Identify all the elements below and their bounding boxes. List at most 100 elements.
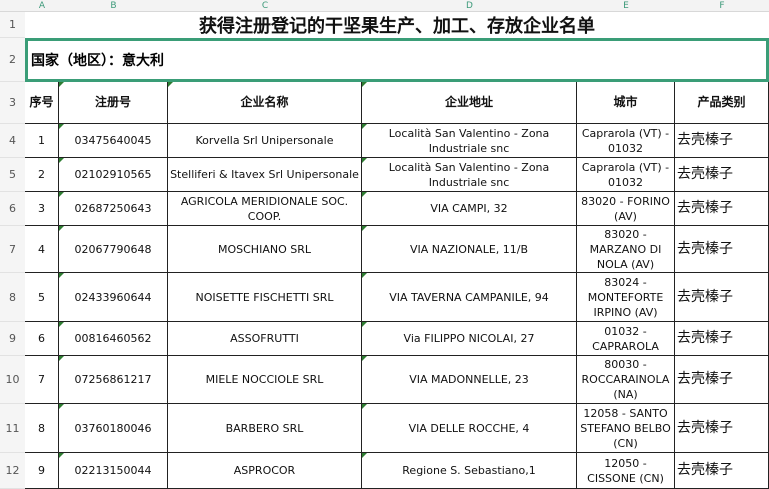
header-cell[interactable]: 注册号 (59, 82, 168, 124)
table-cell[interactable]: 80030 - ROCCARAINOLA (NA) (577, 356, 675, 404)
table-cell[interactable]: 4 (25, 226, 59, 273)
cell-text: VIA CAMPI, 32 (430, 202, 508, 215)
header-cell[interactable]: 企业名称 (168, 82, 362, 124)
table-cell[interactable]: 12050 - CISSONE (CN) (577, 453, 675, 489)
table-cell[interactable]: 01032 - CAPRAROLA (577, 322, 675, 356)
table-cell[interactable]: Stelliferi & Itavex Srl Unipersonale (168, 158, 362, 192)
table-cell[interactable]: VIA TAVERNA CAMPANILE, 94 (362, 273, 577, 322)
header-cell[interactable]: 产品类别 (675, 82, 769, 124)
product-category-cell[interactable]: 去壳榛子 (675, 356, 769, 404)
row-header-4[interactable]: 4 (0, 124, 25, 158)
comment-indicator-icon (362, 273, 367, 278)
table-cell[interactable]: Località San Valentino - Zona Industrial… (362, 124, 577, 158)
table-cell[interactable]: 83020 - FORINO (AV) (577, 192, 675, 226)
cell-text: Località San Valentino - Zona Industrial… (388, 126, 550, 155)
sheet-title[interactable]: 获得注册登记的干坚果生产、加工、存放企业名单 (199, 16, 595, 37)
cell-text: 1 (38, 134, 45, 147)
row-header-11[interactable]: 11 (0, 404, 25, 453)
table-cell[interactable]: 83020 - MARZANO DI NOLA (AV) (577, 226, 675, 273)
header-cell[interactable]: 序号 (25, 82, 59, 124)
table-cell[interactable]: 02687250643 (59, 192, 168, 226)
cell-text: 7 (38, 373, 45, 386)
table-cell[interactable]: ASSOFRUTTI (168, 322, 362, 356)
product-category-cell[interactable]: 去壳榛子 (675, 192, 769, 226)
cell-text: 02102910565 (74, 168, 152, 181)
table-cell[interactable]: 03475640045 (59, 124, 168, 158)
column-header-F[interactable]: F (719, 1, 725, 11)
comment-indicator-icon (59, 356, 64, 361)
cell-text: 03760180046 (74, 421, 152, 435)
table-cell[interactable]: 9 (25, 453, 59, 489)
table-cell[interactable]: MOSCHIANO SRL (168, 226, 362, 273)
table-cell[interactable]: 5 (25, 273, 59, 322)
table-cell[interactable]: 3 (25, 192, 59, 226)
table-cell[interactable]: Località San Valentino - Zona Industrial… (362, 158, 577, 192)
table-cell[interactable]: 7 (25, 356, 59, 404)
table-cell[interactable]: VIA CAMPI, 32 (362, 192, 577, 226)
country-cell-selected[interactable]: 国家（地区）：意大利 (25, 38, 769, 82)
table-cell[interactable]: 8 (25, 404, 59, 453)
table-cell[interactable]: 02067790648 (59, 226, 168, 273)
table-cell[interactable]: 03760180046 (59, 404, 168, 453)
product-category-cell[interactable]: 去壳榛子 (675, 124, 769, 158)
cell-text: 企业地址 (444, 95, 493, 109)
header-cell[interactable]: 企业地址 (362, 82, 577, 124)
table-cell[interactable]: Korvella Srl Unipersonale (168, 124, 362, 158)
row-header-3[interactable]: 3 (0, 82, 25, 124)
cell-text: 去壳榛子 (677, 288, 733, 305)
product-category-cell[interactable]: 去壳榛子 (675, 322, 769, 356)
table-cell[interactable]: Via FILIPPO NICOLAI, 27 (362, 322, 577, 356)
table-cell[interactable]: AGRICOLA MERIDIONALE SOC. COOP. (168, 192, 362, 226)
column-header-B[interactable]: B (110, 1, 117, 11)
cell-text: Caprarola (VT) - 01032 (581, 126, 670, 155)
cell-text: 去壳榛子 (677, 200, 733, 216)
table-cell[interactable]: 12058 - SANTO STEFANO BELBO (CN) (577, 404, 675, 453)
row-header-6[interactable]: 6 (0, 192, 25, 226)
table-cell[interactable]: 1 (25, 124, 59, 158)
table-cell[interactable]: VIA NAZIONALE, 11/B (362, 226, 577, 273)
comment-indicator-icon (362, 322, 367, 327)
table-cell[interactable]: MIELE NOCCIOLE SRL (168, 356, 362, 404)
table-cell[interactable]: ASPROCOR (168, 453, 362, 489)
column-header-D[interactable]: D (466, 1, 473, 11)
table-cell[interactable]: Caprarola (VT) - 01032 (577, 124, 675, 158)
table-cell[interactable]: 02433960644 (59, 273, 168, 322)
row-header-1[interactable]: 1 (0, 12, 25, 38)
table-cell[interactable]: 83024 - MONTEFORTE IRPINO (AV) (577, 273, 675, 322)
table-cell[interactable]: 07256861217 (59, 356, 168, 404)
comment-indicator-icon (362, 404, 367, 409)
cell-text: 5 (38, 290, 45, 304)
row-header-9[interactable]: 9 (0, 322, 25, 356)
table-cell[interactable]: 02102910565 (59, 158, 168, 192)
table-cell[interactable]: BARBERO SRL (168, 404, 362, 453)
row-header-2[interactable]: 2 (0, 38, 25, 82)
column-header-A[interactable]: A (38, 1, 46, 11)
table-cell[interactable]: NOISETTE FISCHETTI SRL (168, 273, 362, 322)
row-header-10[interactable]: 10 (0, 356, 25, 404)
product-category-cell[interactable]: 去壳榛子 (675, 273, 769, 322)
product-category-cell[interactable]: 去壳榛子 (675, 158, 769, 192)
table-cell[interactable]: 02213150044 (59, 453, 168, 489)
cell-text: ASPROCOR (233, 464, 296, 477)
column-header-E[interactable]: E (623, 1, 629, 11)
header-cell[interactable]: 城市 (577, 82, 675, 124)
table-cell[interactable]: Regione S. Sebastiano,1 (362, 453, 577, 489)
table-cell[interactable]: 00816460562 (59, 322, 168, 356)
row-header-8[interactable]: 8 (0, 273, 25, 322)
cell-text: MIELE NOCCIOLE SRL (205, 373, 324, 386)
row-header-12[interactable]: 12 (0, 453, 25, 489)
cell-text: 去壳榛子 (677, 166, 733, 182)
table-cell[interactable]: VIA MADONNELLE, 23 (362, 356, 577, 404)
row-header-7[interactable]: 7 (0, 226, 25, 273)
cell-text: 去壳榛子 (677, 330, 733, 346)
column-header-C[interactable]: C (261, 1, 269, 11)
product-category-cell[interactable]: 去壳榛子 (675, 226, 769, 273)
table-cell[interactable]: 2 (25, 158, 59, 192)
table-cell[interactable]: 6 (25, 322, 59, 356)
table-cell[interactable]: Caprarola (VT) - 01032 (577, 158, 675, 192)
product-category-cell[interactable]: 去壳榛子 (675, 453, 769, 489)
row-header-5[interactable]: 5 (0, 158, 25, 192)
cell-text: 03475640045 (74, 134, 152, 147)
product-category-cell[interactable]: 去壳榛子 (675, 404, 769, 453)
table-cell[interactable]: VIA DELLE ROCCHE, 4 (362, 404, 577, 453)
